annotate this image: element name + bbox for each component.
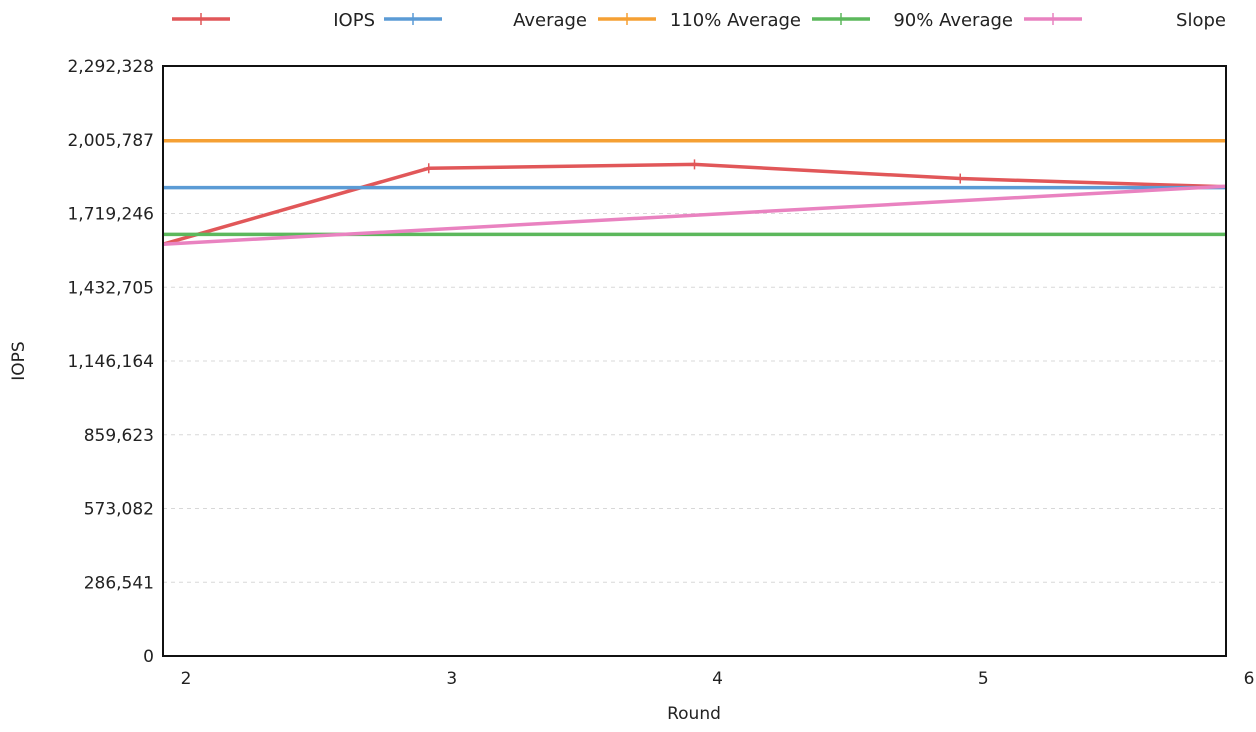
legend-item-slope[interactable]: Slope — [1024, 10, 1226, 31]
x-axis-ticks: 2 3 4 5 6 — [181, 669, 1255, 689]
y-axis-ticks: 0 286,541 573,082 859,623 1,146,164 1,432,705… — [67, 57, 154, 667]
legend-item-iops[interactable]: IOPS — [172, 10, 375, 31]
legend-item-average[interactable]: Average — [384, 10, 587, 31]
y-tick-label: 1,719,246 — [67, 205, 154, 225]
series-layer — [162, 138, 1227, 246]
series-line — [162, 162, 1227, 246]
y-tick-label: 2,005,787 — [67, 131, 154, 151]
y-axis-title: IOPS — [9, 341, 29, 380]
legend-label: Slope — [1176, 10, 1226, 31]
y-tick-label: 859,623 — [84, 426, 154, 446]
y-tick-label: 0 — [143, 647, 154, 667]
x-tick-label: 5 — [978, 669, 989, 689]
data-point-marker — [955, 173, 966, 184]
y-tick-label: 573,082 — [84, 500, 154, 520]
x-tick-label: 6 — [1244, 669, 1255, 689]
legend-label: IOPS — [333, 10, 375, 31]
grid-layer — [163, 139, 1226, 583]
y-tick-label: 2,292,328 — [67, 57, 154, 77]
series-iops — [162, 159, 1227, 246]
legend[interactable]: IOPS Average 110% Average 90% Average Slope — [172, 10, 1226, 31]
legend-label: 90% Average — [893, 10, 1013, 31]
x-tick-label: 2 — [181, 669, 192, 689]
y-tick-label: 1,432,705 — [67, 278, 154, 298]
y-tick-label: 1,146,164 — [67, 352, 154, 372]
data-point-marker — [689, 159, 700, 170]
x-tick-label: 3 — [446, 669, 457, 689]
x-tick-label: 4 — [712, 669, 723, 689]
legend-item-110-average[interactable]: 110% Average — [598, 10, 801, 31]
legend-label: Average — [513, 10, 587, 31]
plot-frame — [162, 65, 1227, 657]
legend-item-90-average[interactable]: 90% Average — [812, 10, 1013, 31]
x-axis-title: Round — [667, 704, 721, 724]
legend-label: 110% Average — [670, 10, 801, 31]
data-point-marker — [423, 163, 434, 174]
series-line — [162, 184, 1227, 246]
series-slope — [162, 184, 1227, 246]
y-tick-label: 286,541 — [84, 573, 154, 593]
